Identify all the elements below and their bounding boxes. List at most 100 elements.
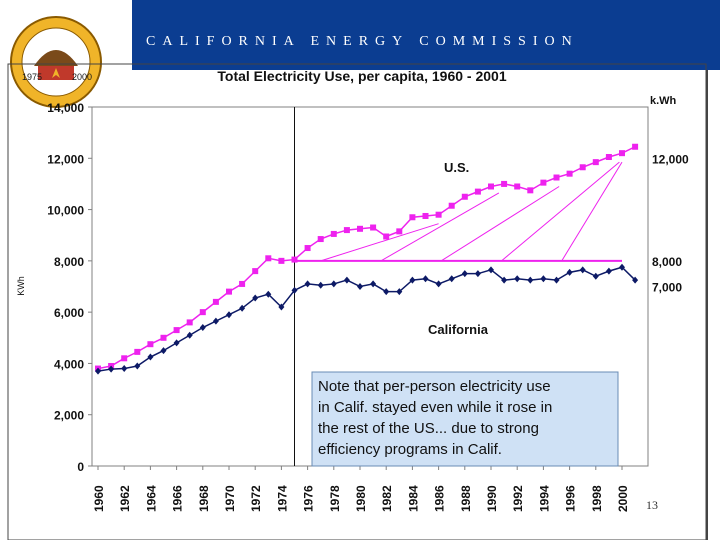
us-data-point <box>592 159 599 166</box>
x-tick-label: 1970 <box>223 485 237 512</box>
us-data-point <box>147 341 154 348</box>
california-data-point <box>357 283 363 290</box>
us-data-point <box>527 187 534 194</box>
savings-hatch-line <box>440 186 560 262</box>
annotation-box <box>311 371 619 467</box>
california-data-point <box>291 286 298 294</box>
california-data-point <box>540 275 547 283</box>
x-tick-label: 1982 <box>380 485 394 512</box>
us-data-point <box>422 212 429 219</box>
us-data-point <box>488 183 494 190</box>
us-data-point <box>265 255 272 262</box>
page-number: 13 <box>646 498 658 512</box>
svg-text:2000: 2000 <box>72 72 92 82</box>
x-tick-label: 1978 <box>328 485 342 512</box>
x-tick-label: 2000 <box>616 485 630 512</box>
x-tick-label: 1976 <box>302 485 316 512</box>
california-data-point <box>592 272 599 280</box>
california-data-point <box>226 311 232 319</box>
x-tick-label: 1966 <box>171 485 185 512</box>
us-data-point <box>579 164 586 171</box>
x-tick-label: 1968 <box>197 485 211 512</box>
x-tick-label: 1994 <box>537 485 551 512</box>
us-data-point <box>540 179 547 186</box>
california-data-point <box>474 270 481 278</box>
california-data-point <box>121 365 128 373</box>
header-title: CALIFORNIA ENERGY COMMISSION <box>146 34 579 49</box>
us-data-point <box>291 256 298 263</box>
california-data-point <box>265 290 272 298</box>
us-data-point <box>278 257 285 264</box>
us-data-point <box>383 233 390 240</box>
california-data-point <box>330 280 337 288</box>
california-data-point <box>199 324 206 332</box>
x-tick-label: 1996 <box>564 485 578 512</box>
california-data-point <box>579 266 586 274</box>
us-data-point <box>199 309 206 316</box>
x-tick-label: 1974 <box>275 485 289 512</box>
right-value-label: 12,000 <box>652 152 689 166</box>
y-tick-label: 6,000 <box>54 306 84 320</box>
california-data-point <box>134 362 141 370</box>
y-axis-label: KWh <box>16 276 26 296</box>
annotation-text-line: efficiency programs in Calif. <box>318 441 502 458</box>
california-data-point <box>619 263 625 271</box>
us-data-point <box>474 188 481 195</box>
california-data-point <box>488 266 494 274</box>
california-data-point <box>343 276 350 284</box>
x-tick-label: 1990 <box>485 485 499 512</box>
california-data-point <box>422 275 429 283</box>
california-data-point <box>396 288 403 296</box>
california-data-point <box>147 353 154 361</box>
savings-hatch-line <box>320 223 439 262</box>
us-data-point <box>317 236 324 243</box>
us-data-point <box>605 154 612 161</box>
us-data-point <box>186 319 193 326</box>
us-data-point <box>330 230 337 237</box>
chart-title: Total Electricity Use, per capita, 1960 … <box>217 68 506 84</box>
california-data-point <box>435 280 442 288</box>
california-data-point <box>212 317 219 325</box>
california-data-point <box>448 275 455 283</box>
x-tick-label: 1964 <box>144 485 158 512</box>
us-data-point <box>619 150 625 157</box>
california-data-point <box>632 276 639 284</box>
us-data-point <box>226 288 232 295</box>
x-tick-label: 1986 <box>433 485 447 512</box>
x-tick-label: 1972 <box>249 485 263 512</box>
savings-hatch-line <box>380 192 500 262</box>
us-data-point <box>553 174 560 181</box>
us-data-point <box>121 355 128 362</box>
svg-text:1975: 1975 <box>22 72 42 82</box>
us-data-point <box>252 268 259 275</box>
california-series-label: California <box>428 322 489 337</box>
california-data-point <box>527 276 534 284</box>
x-tick-label: 1992 <box>511 485 525 512</box>
california-data-point <box>160 347 167 355</box>
us-data-point <box>212 298 219 305</box>
us-data-point <box>514 183 521 190</box>
header-bar <box>132 0 720 70</box>
x-tick-label: 1980 <box>354 485 368 512</box>
california-data-point <box>409 276 416 284</box>
california-data-point <box>252 294 259 302</box>
x-tick-label: 1960 <box>92 485 106 512</box>
savings-hatch-line <box>561 161 623 262</box>
annotation-text-line: Note that per-person electricity use <box>318 378 551 395</box>
california-data-point <box>304 280 311 288</box>
us-data-point <box>173 327 180 334</box>
us-data-point <box>160 334 167 341</box>
us-data-point <box>134 348 141 355</box>
us-data-point <box>357 225 363 232</box>
us-data-point <box>461 193 468 200</box>
us-data-point <box>396 228 403 235</box>
california-data-point <box>566 268 573 276</box>
x-tick-label: 1988 <box>459 485 473 512</box>
us-data-point <box>435 211 442 218</box>
y-tick-label: 8,000 <box>54 255 84 269</box>
california-data-point <box>108 365 115 373</box>
california-data-point <box>553 276 560 284</box>
california-data-point <box>383 288 390 296</box>
y-tick-label: 2,000 <box>54 409 84 423</box>
us-data-point <box>239 280 246 287</box>
